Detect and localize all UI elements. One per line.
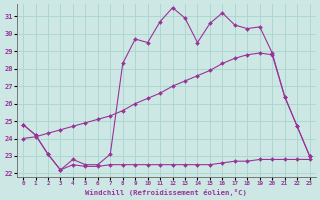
X-axis label: Windchill (Refroidissement éolien,°C): Windchill (Refroidissement éolien,°C) [85, 189, 247, 196]
